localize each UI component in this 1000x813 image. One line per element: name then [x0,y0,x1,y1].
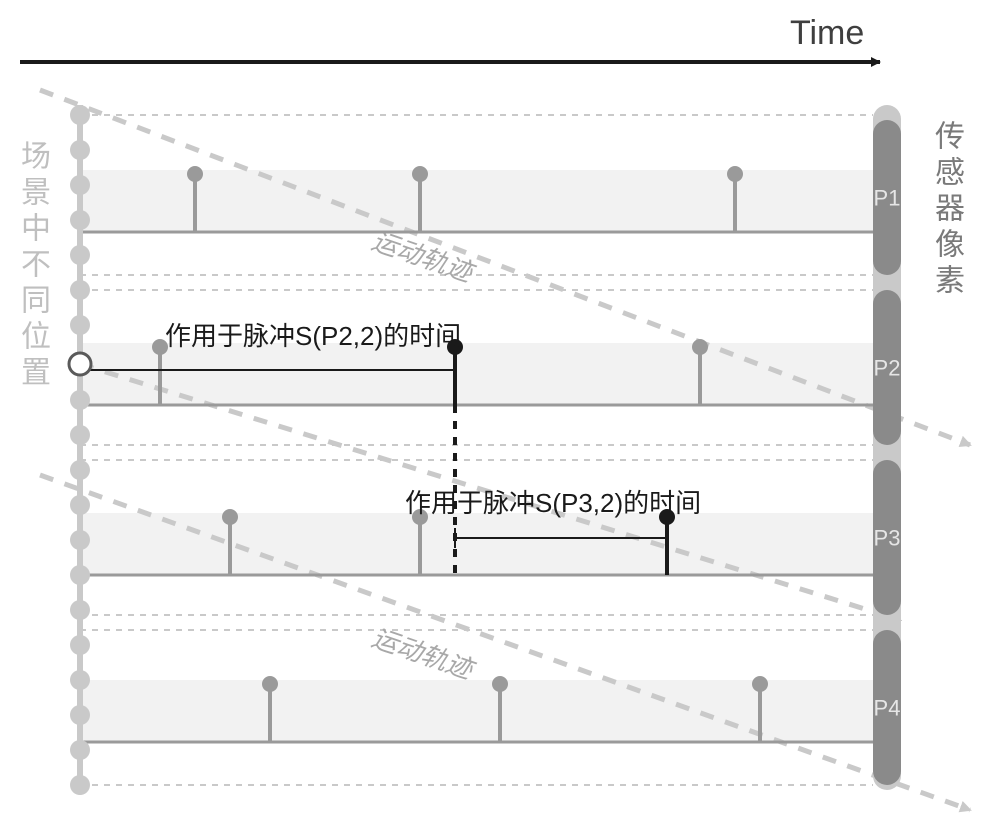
scene-position-dot [70,390,90,410]
callout-s-p32-label: 作用于脉冲S(P3,2)的时间 [405,488,701,518]
scene-position-dot [70,460,90,480]
sensor-pixel-label-P4: P4 [874,696,901,721]
scene-position-dot [70,565,90,585]
scene-position-dot [70,210,90,230]
sensor-pixel-label-P2: P2 [874,356,901,381]
scene-position-dot [70,600,90,620]
diagram-canvas: 运动轨迹运动轨迹作用于脉冲S(P2,2)的时间作用于脉冲S(P3,2)的时间场景… [0,0,1000,813]
scene-position-dot [70,175,90,195]
spike-cap [752,676,768,692]
spike-cap [692,339,708,355]
sensor-pixel-label-P1: P1 [874,186,901,211]
scene-position-dot [70,105,90,125]
trajectory-label-1: 运动轨迹 [368,622,480,686]
scene-position-dot [70,705,90,725]
scene-position-dot [70,740,90,760]
scene-position-dot [70,425,90,445]
spike-cap [222,509,238,525]
spike-cap [492,676,508,692]
scene-position-dot [70,140,90,160]
trajectory-label-0: 运动轨迹 [368,225,480,289]
scene-position-dot [70,775,90,795]
callout-s-p22-label: 作用于脉冲S(P2,2)的时间 [165,321,461,351]
row-band-P2 [80,343,873,405]
sensor-pixel-axis-label: 传感器像素 [924,120,964,520]
scene-position-axis-label: 场景中不同位置 [10,140,50,790]
scene-position-dot [70,530,90,550]
spike-cap [412,166,428,182]
sensor-pixel-label-P3: P3 [874,526,901,551]
scene-position-dot [70,315,90,335]
scene-position-dot [70,280,90,300]
scene-position-dot [70,495,90,515]
scene-position-dot [70,635,90,655]
row-band-P3 [80,513,873,575]
time-axis-label: Time [790,14,864,52]
scene-position-dot [70,670,90,690]
spike-cap [187,166,203,182]
scene-position-dot [70,245,90,265]
spike-cap [262,676,278,692]
scene-position-dot-highlight [69,353,91,375]
spike-cap [727,166,743,182]
